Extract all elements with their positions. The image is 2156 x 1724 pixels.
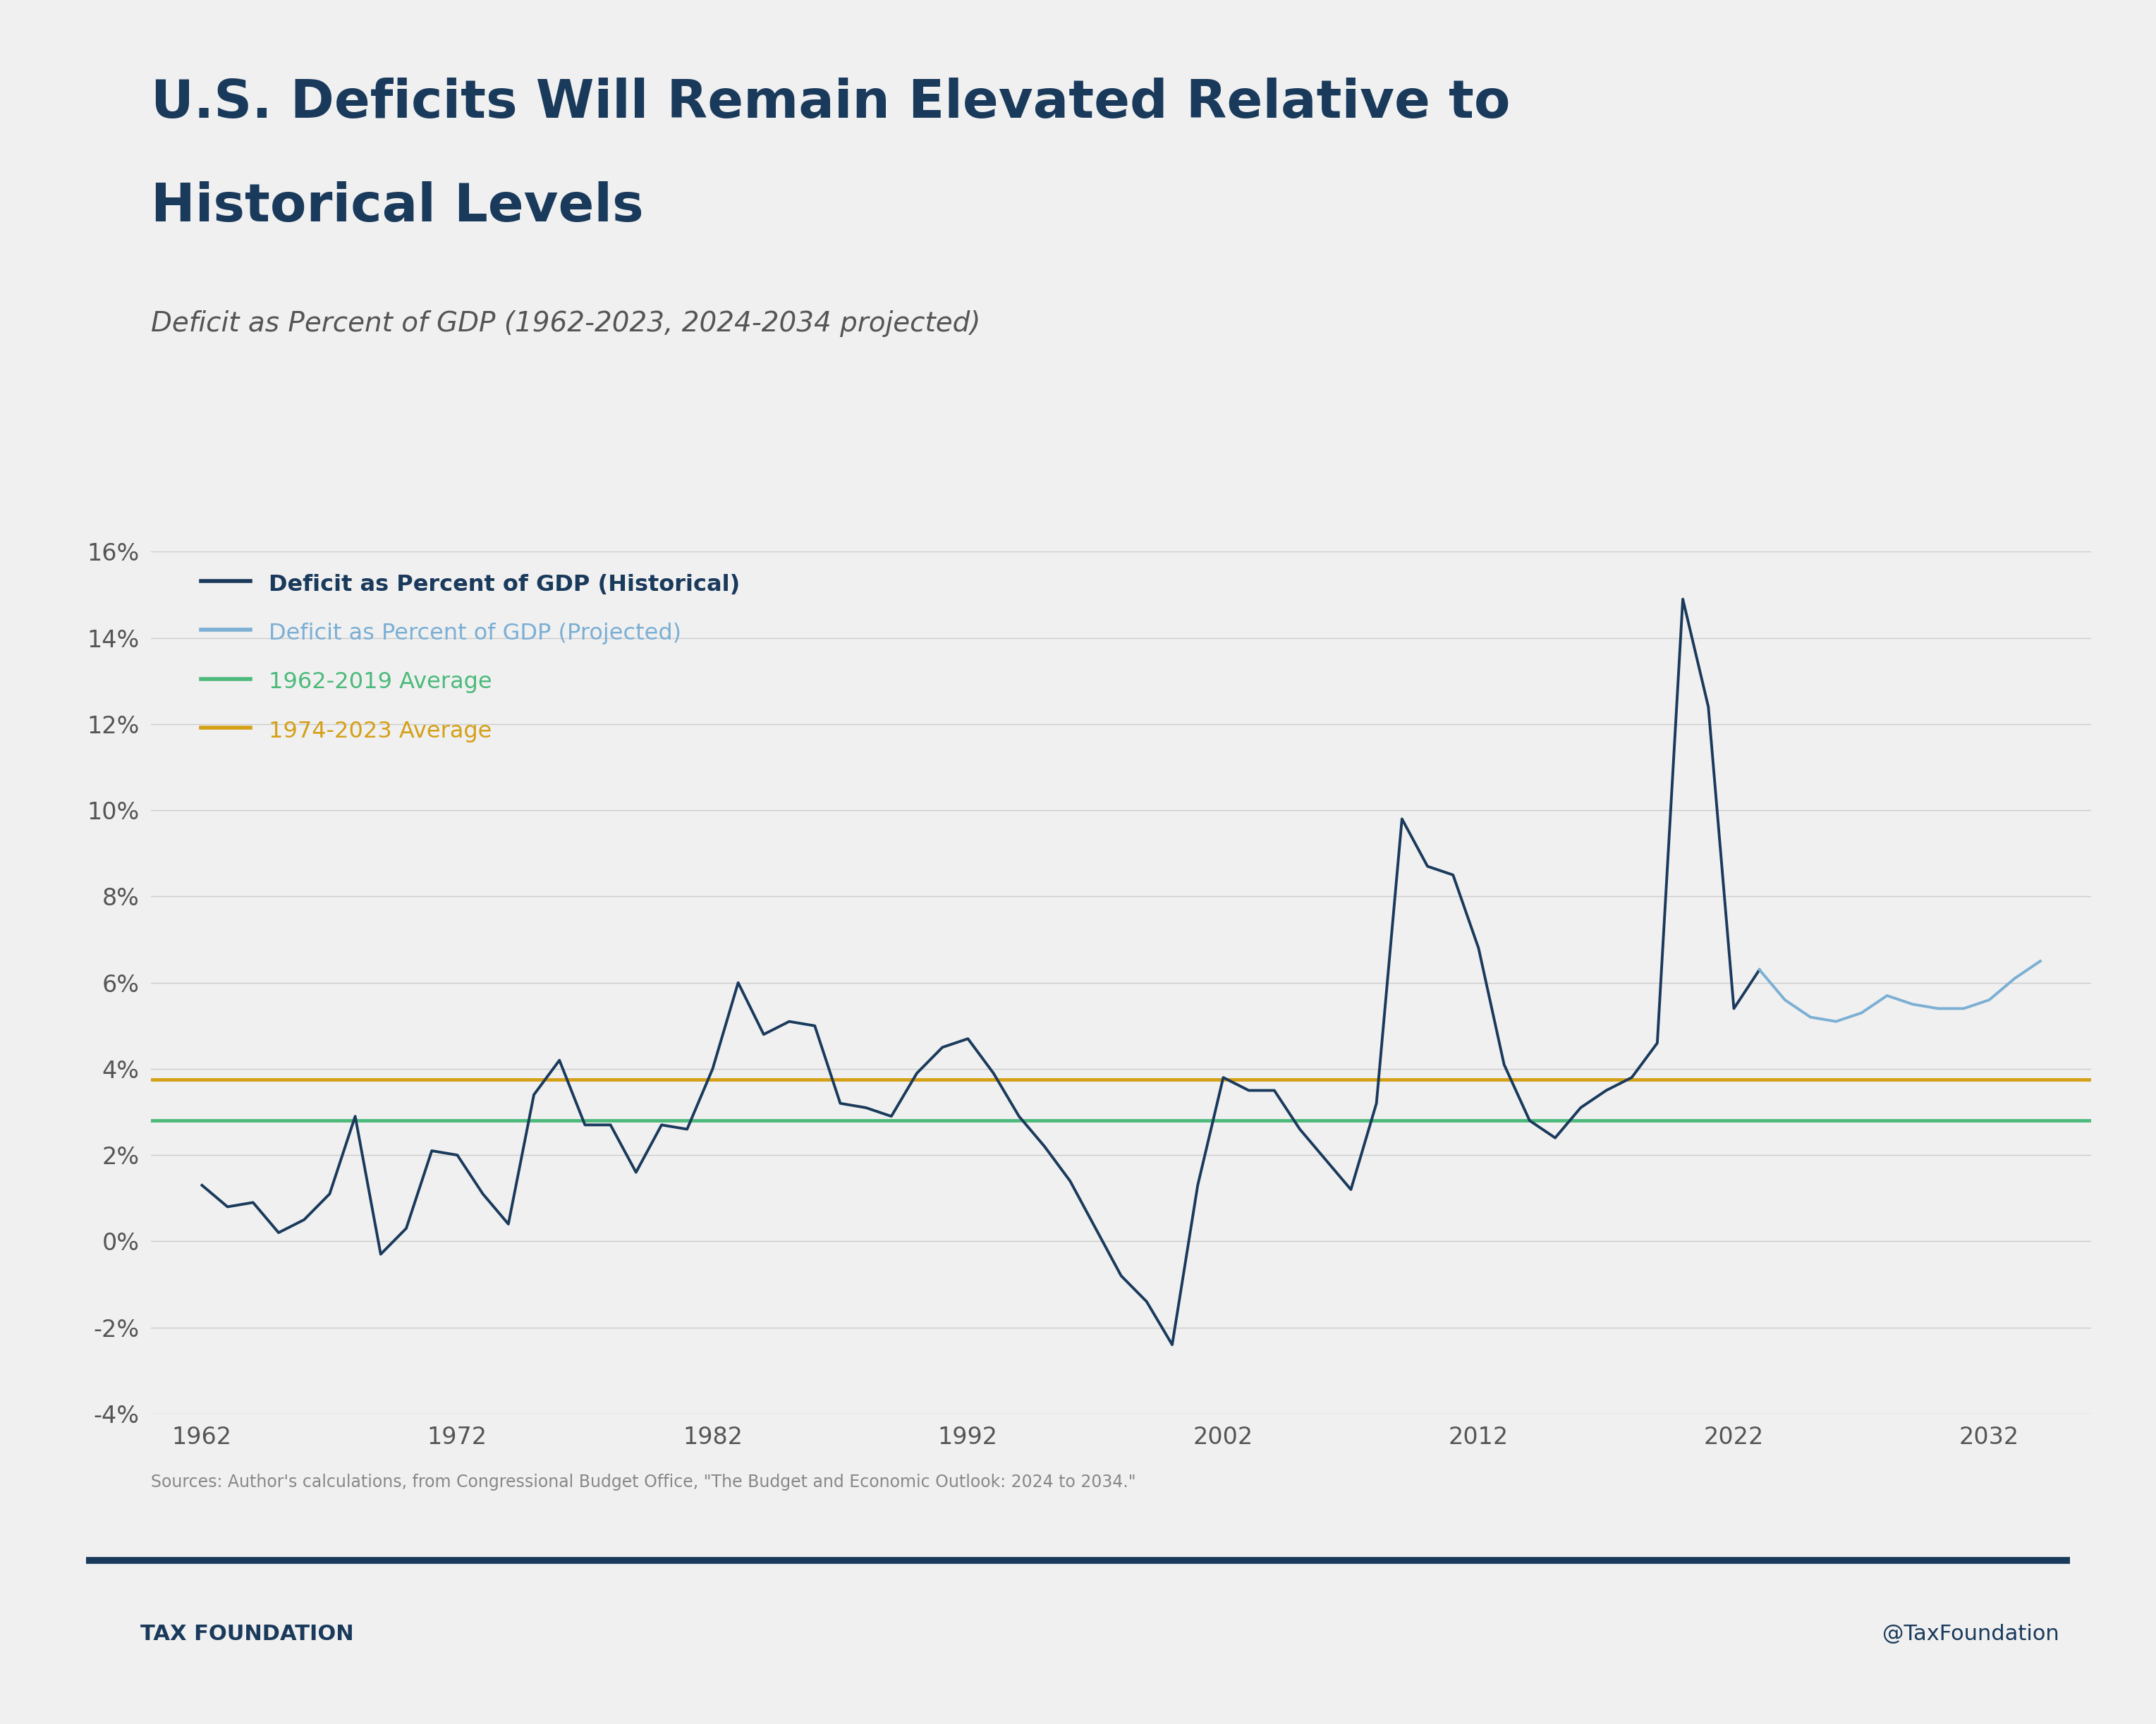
Text: Historical Levels: Historical Levels [151, 181, 645, 233]
Text: TAX FOUNDATION: TAX FOUNDATION [140, 1624, 354, 1645]
Legend: Deficit as Percent of GDP (Historical), Deficit as Percent of GDP (Projected), 1: Deficit as Percent of GDP (Historical), … [201, 572, 740, 743]
Text: @TaxFoundation: @TaxFoundation [1882, 1624, 2059, 1645]
Text: U.S. Deficits Will Remain Elevated Relative to: U.S. Deficits Will Remain Elevated Relat… [151, 78, 1511, 129]
Text: Sources: Author's calculations, from Congressional Budget Office, "The Budget an: Sources: Author's calculations, from Con… [151, 1474, 1136, 1491]
Text: Deficit as Percent of GDP (1962-2023, 2024-2034 projected): Deficit as Percent of GDP (1962-2023, 20… [151, 310, 981, 338]
